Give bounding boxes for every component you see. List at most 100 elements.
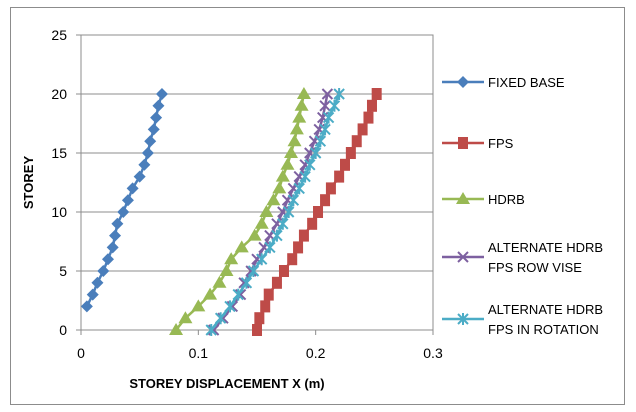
series-1-point-12 — [325, 182, 336, 195]
series-3-point-19 — [319, 100, 331, 112]
legend-label-0-0: FIXED BASE — [488, 75, 565, 90]
y-axis-title: STOREY — [21, 156, 36, 210]
series-4-point-8 — [271, 229, 283, 242]
series-1-point-15 — [345, 147, 356, 159]
series-0-point-16 — [150, 111, 163, 124]
series-4-point-5 — [247, 265, 260, 277]
series-4-point-3 — [232, 288, 244, 301]
series-4-point-17 — [319, 123, 331, 136]
series-4-point-4 — [240, 276, 253, 289]
series-0-point-5 — [106, 241, 119, 254]
series-1-point-1 — [254, 312, 265, 325]
series-1-point-4 — [271, 276, 282, 289]
series-2-point-1 — [178, 311, 193, 324]
series-4-point-18 — [322, 111, 335, 124]
series-4-point-10 — [282, 206, 295, 218]
plot-area — [80, 34, 434, 331]
series-1-point-17 — [357, 123, 368, 136]
y-tick-label-0: 0 — [59, 322, 67, 338]
series-1-point-7 — [293, 241, 304, 254]
series-2-point-3 — [203, 287, 218, 300]
series-0-point-9 — [121, 194, 134, 207]
legend-marker-4 — [457, 313, 469, 325]
series-2-point-17 — [289, 122, 304, 135]
series-1-point-14 — [340, 158, 350, 171]
series-4-point-12 — [293, 182, 305, 195]
series-1-point-11 — [320, 194, 331, 207]
series-2-point-20 — [296, 87, 311, 99]
y-tick-label-1: 5 — [59, 263, 67, 279]
series-0-point-11 — [133, 170, 146, 183]
series-1-point-16 — [351, 135, 362, 148]
series-2-point-0 — [169, 323, 184, 335]
x-axis-title: STOREY DISPLACEMENT X (m) — [129, 376, 324, 391]
x-tick-label-3: 0.3 — [423, 345, 443, 361]
series-4-point-19 — [328, 99, 341, 112]
legend-marker-0 — [457, 76, 469, 88]
series-2-point-16 — [287, 134, 302, 147]
series-0-point-18 — [155, 88, 168, 100]
legend-marker-3 — [457, 251, 469, 263]
series-0-point-3 — [97, 265, 110, 277]
legend-label-3-0: ALTERNATE HDRB — [488, 240, 603, 255]
series-1-point-18 — [363, 111, 374, 124]
series-2-point-7 — [234, 240, 249, 253]
series-2-point-13 — [275, 169, 290, 182]
series-1-point-6 — [287, 253, 298, 266]
series-1-point-13 — [334, 170, 345, 183]
series-4-point-16 — [314, 135, 327, 148]
series-2-point-10 — [259, 205, 274, 217]
series-1-point-3 — [263, 288, 274, 301]
series-2-point-6 — [224, 252, 239, 265]
series-0-point-2 — [91, 276, 104, 289]
series-0-point-4 — [101, 253, 114, 266]
series-0-point-8 — [117, 206, 130, 218]
series-4-point-15 — [309, 147, 322, 159]
y-tick-label-3: 15 — [51, 145, 67, 161]
series-0-point-15 — [147, 123, 160, 136]
series-2-point-2 — [191, 299, 206, 312]
series-1-point-10 — [313, 206, 324, 218]
legend-label-3-1: FPS ROW VISE — [488, 260, 582, 275]
series-2-point-4 — [212, 275, 227, 288]
legend-label-1-0: FPS — [488, 136, 514, 151]
x-tick-label-2: 0.2 — [306, 345, 326, 361]
series-0-point-12 — [138, 158, 151, 171]
legend-marker-2 — [456, 192, 470, 204]
series-1-point-8 — [298, 229, 309, 242]
series-2-point-19 — [294, 98, 309, 111]
series-0-point-1 — [86, 288, 99, 301]
series-0-point-17 — [152, 99, 165, 112]
y-tick-label-5: 25 — [51, 27, 67, 43]
series-0-point-14 — [144, 135, 157, 148]
series-1-point-19 — [366, 99, 377, 112]
series-0-point-7 — [111, 217, 124, 230]
series-0-point-13 — [141, 147, 154, 159]
series-4-point-14 — [304, 158, 316, 171]
series-4-point-2 — [224, 300, 236, 313]
series-2-point-18 — [292, 110, 307, 123]
series-0-point-0 — [80, 300, 93, 313]
series-0-point-10 — [126, 182, 139, 195]
legend-label-4-1: FPS IN ROTATION — [488, 322, 599, 337]
series-2-point-8 — [247, 228, 262, 241]
y-tick-label-4: 20 — [51, 86, 67, 102]
series-4-point-9 — [277, 217, 289, 230]
x-tick-label-1: 0.1 — [189, 345, 209, 361]
series-4-point-1 — [214, 312, 227, 325]
series-2-point-14 — [280, 157, 295, 170]
series-1-point-20 — [371, 88, 382, 100]
series-2-point-5 — [219, 264, 234, 276]
legend-marker-1 — [458, 137, 468, 149]
x-tick-label-0: 0 — [77, 345, 85, 361]
series-4-point-0 — [205, 324, 217, 336]
series-1-point-5 — [278, 265, 289, 277]
series-2-point-9 — [254, 216, 269, 229]
series-4-point-11 — [287, 194, 300, 207]
series-1-point-9 — [307, 217, 318, 230]
series-4-point-20 — [333, 88, 345, 100]
series-1-point-0 — [252, 324, 262, 336]
series-1-point-2 — [260, 300, 271, 313]
series-3-point-20 — [321, 88, 334, 100]
